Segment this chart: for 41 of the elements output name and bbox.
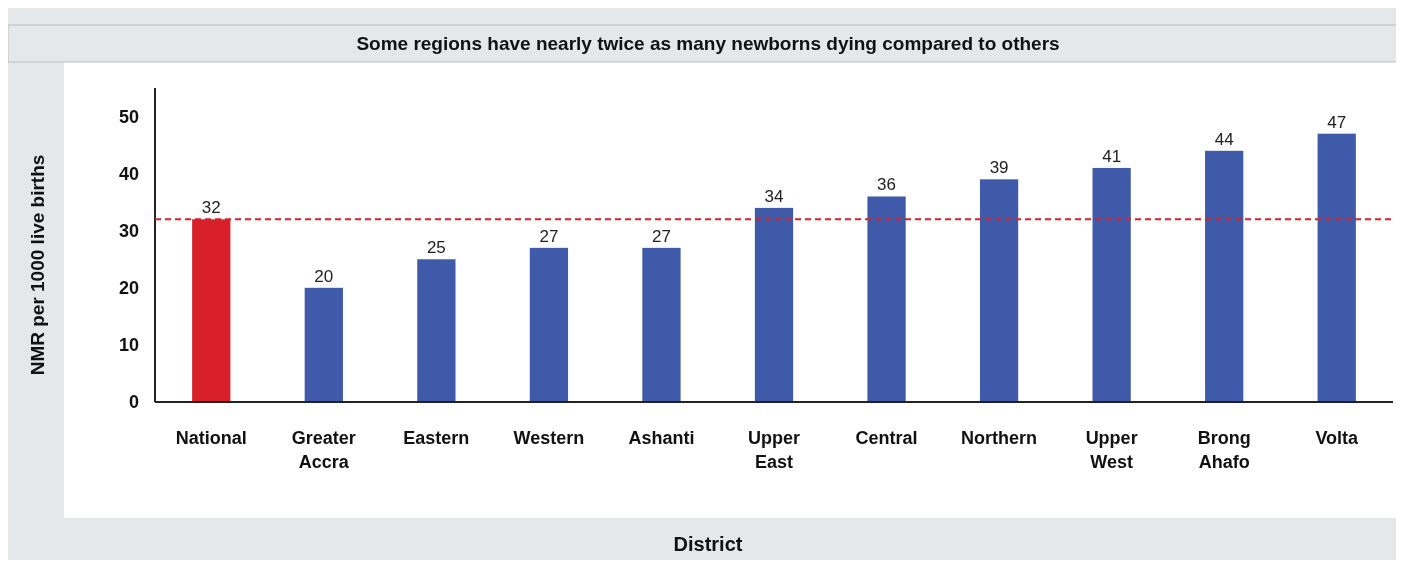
data-label: 41 <box>1102 146 1122 166</box>
bar <box>1317 133 1356 402</box>
data-label: 27 <box>651 226 671 246</box>
y-tick-label: 0 <box>128 392 139 412</box>
data-label: 36 <box>877 175 897 195</box>
y-tick-label: 20 <box>118 277 139 298</box>
bar <box>417 259 456 402</box>
data-label: 44 <box>1214 129 1234 149</box>
x-tick-label: Western <box>513 428 585 448</box>
y-axis-title: NMR per 1000 live births <box>27 154 48 376</box>
x-axis-title: District <box>673 533 743 555</box>
x-tick-label: Brong Ahafo <box>1197 428 1251 472</box>
bar <box>979 179 1019 402</box>
x-tick-label: Northern <box>961 428 1038 448</box>
y-tick-label: 50 <box>118 106 139 127</box>
bar <box>1205 150 1244 402</box>
x-tick-label: Upper East <box>747 428 801 472</box>
bar <box>529 247 569 402</box>
data-label: 20 <box>314 266 334 286</box>
y-tick-label: 40 <box>118 163 139 184</box>
x-tick-label: Upper West <box>1085 428 1138 472</box>
bar <box>642 247 681 402</box>
x-tick-label: Volta <box>1315 428 1360 448</box>
x-tick-label: Ashanti <box>628 428 695 448</box>
bar <box>754 207 794 402</box>
y-tick-label: 10 <box>118 334 139 355</box>
x-tick-label: National <box>175 428 247 448</box>
data-label: 47 <box>1327 112 1347 132</box>
chart-title: Some regions have nearly twice as many newborns dying compared to others <box>356 33 1060 54</box>
data-label: 25 <box>426 238 446 258</box>
bar <box>867 196 906 402</box>
data-label: 32 <box>201 198 221 218</box>
bar <box>304 287 343 402</box>
data-label: 27 <box>539 226 559 246</box>
bar <box>1092 167 1131 402</box>
x-tick-label: Eastern <box>403 428 470 448</box>
y-tick-label: 30 <box>118 220 139 241</box>
data-label: 34 <box>764 186 784 206</box>
x-tick-label: Central <box>855 428 918 448</box>
x-tick-label: Greater Accra <box>291 428 356 472</box>
data-label: 39 <box>989 158 1009 178</box>
